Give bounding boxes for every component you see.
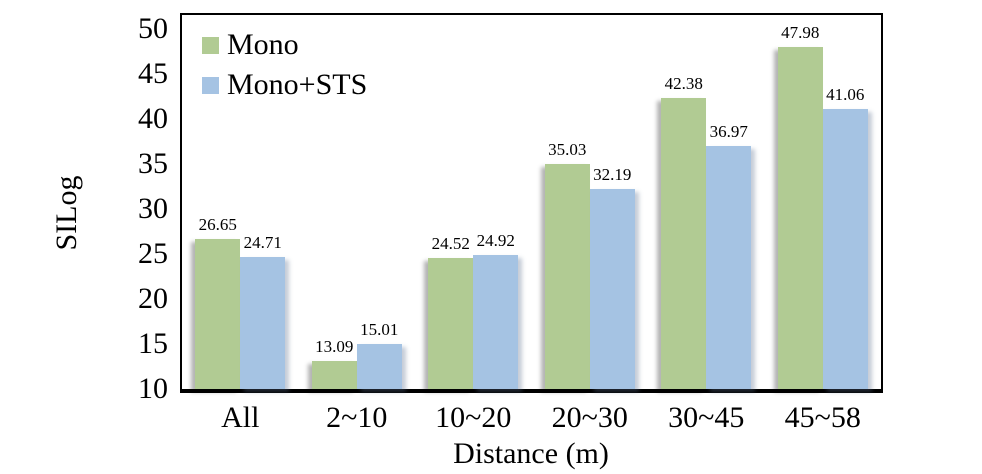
bar-value-label: 32.19 [593,165,632,185]
bar-value-label: 41.06 [826,85,865,105]
legend-item-mono-sts: Mono+STS [202,65,367,105]
y-tick-label: 40 [138,102,168,135]
bar-value-label: 15.01 [360,319,399,339]
bar-mono-sts [240,256,286,389]
bar-mono-sts [356,343,402,389]
legend-label-mono: Mono [227,28,299,61]
y-tick-label: 15 [138,327,168,360]
bar-value-label: 35.03 [548,139,587,159]
y-tick-label: 35 [138,147,168,180]
legend-swatch-mono-sts [202,76,219,94]
x-axis-title: Distance (m) [453,437,609,470]
bar-value-label: 24.92 [476,230,515,250]
bar-mono [661,97,707,389]
bar-value-label: 42.38 [664,73,703,93]
bar-mono-sts [706,146,752,389]
x-axis-labels: All 2~10 10~20 20~30 30~45 45~58 [182,400,881,436]
bar-value-label: 47.98 [781,23,820,43]
x-tick-label: All [221,401,260,434]
bar-mono-sts [473,254,519,389]
bar-value-label: 13.09 [315,337,354,357]
x-tick-label: 10~20 [435,401,512,434]
legend-item-mono: Mono [202,25,367,65]
bar-value-label: 24.52 [431,234,470,254]
legend-swatch-mono [202,36,219,54]
y-tick-label: 10 [138,372,168,405]
y-tick-label: 20 [138,282,168,315]
y-axis-ticks: 10 15 20 25 30 35 40 45 50 [0,12,168,405]
bar-mono [544,163,590,389]
x-tick-label: 30~45 [668,401,745,434]
legend: Mono Mono+STS [202,25,367,105]
y-tick-label: 25 [138,237,168,270]
bar-mono [311,361,357,389]
plot-area: Mono Mono+STS 26.65 24.71 13.09 15.01 24.52 2… [180,13,883,393]
y-axis-title: SILog [50,175,83,251]
bar-value-label: 24.71 [243,232,282,252]
y-tick-label: 30 [138,192,168,225]
x-tick-label: 20~30 [551,401,628,434]
bar-mono [195,239,241,389]
legend-label-mono-sts: Mono+STS [227,68,368,101]
bar-mono-sts [822,109,868,389]
bar-mono [777,47,823,389]
y-tick-label: 50 [138,12,168,45]
bar-mono-sts [589,189,635,389]
bar-mono [428,258,474,389]
bar-value-label: 26.65 [198,215,237,235]
bars-layer: 26.65 24.71 13.09 15.01 24.52 24.92 35.03 32.19… [182,15,881,389]
x-tick-label: 2~10 [326,401,388,434]
y-tick-label: 45 [138,57,168,90]
bar-value-label: 36.97 [709,122,748,142]
x-tick-label: 45~58 [784,401,861,434]
